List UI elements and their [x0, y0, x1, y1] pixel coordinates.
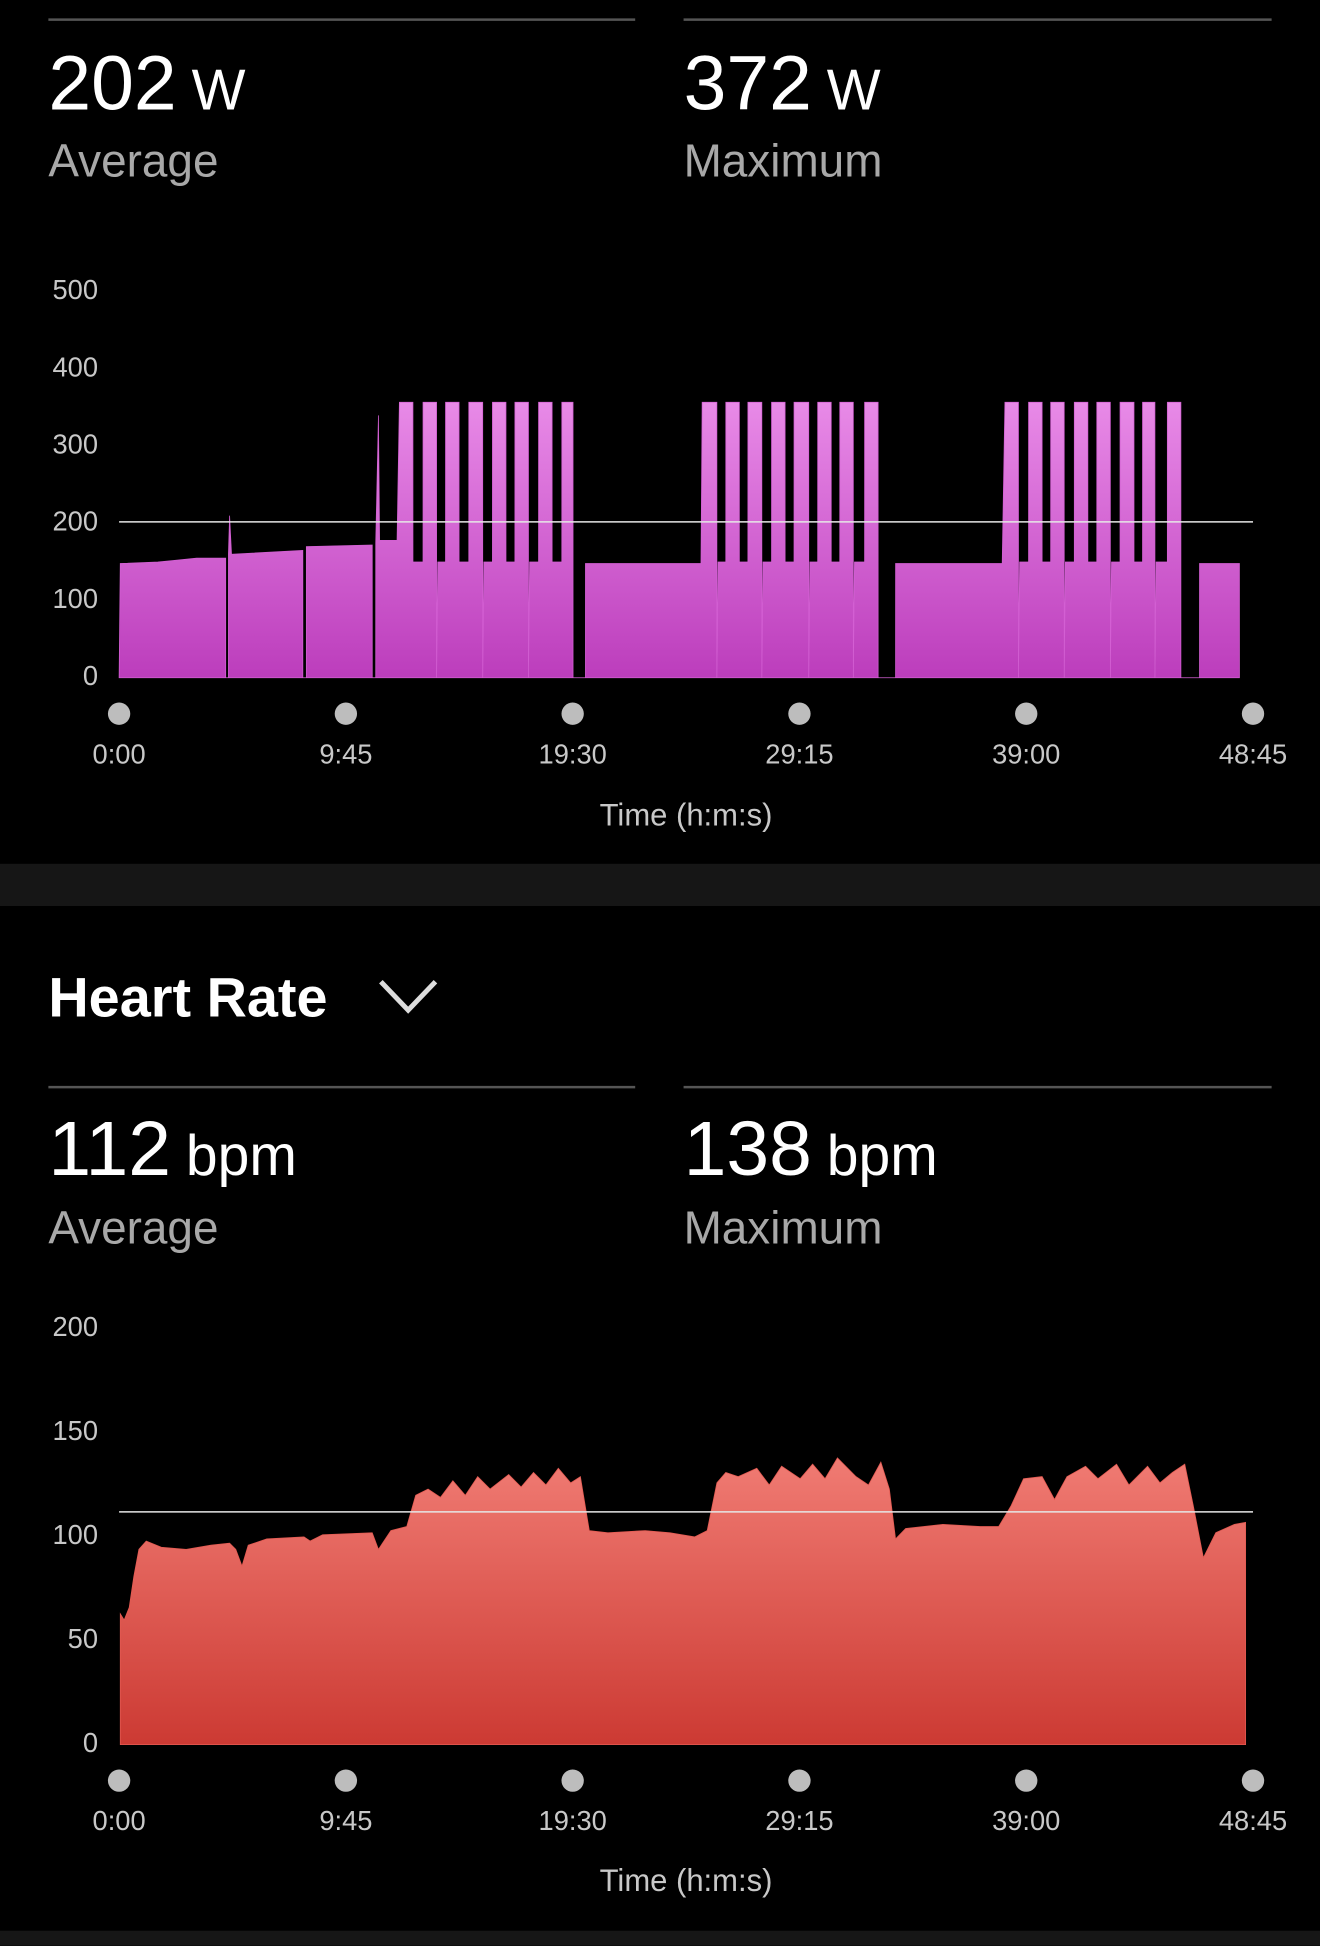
- stat-value: 372 W: [684, 41, 881, 127]
- y-tick-label: 300: [52, 428, 98, 459]
- x-tick-label: 19:30: [539, 738, 607, 769]
- stat-number: 372: [684, 41, 812, 127]
- stat-label: Average: [48, 1201, 218, 1253]
- stat-unit: bpm: [186, 1124, 297, 1188]
- y-tick-label: 100: [52, 1519, 98, 1550]
- x-tick-dot: [788, 1769, 811, 1792]
- stat-number: 138: [684, 1106, 812, 1192]
- stat-value: 202 W: [48, 41, 245, 127]
- x-tick-label: 0:00: [93, 1805, 146, 1836]
- y-tick-label: 150: [52, 1415, 98, 1446]
- x-tick-label: 9:45: [319, 1805, 372, 1836]
- section-separator: [0, 1930, 1320, 1946]
- area: [118, 401, 1240, 679]
- x-tick-label: 48:45: [1219, 1805, 1287, 1836]
- x-tick-dot: [334, 702, 358, 725]
- x-tick-label: 0:00: [93, 738, 146, 769]
- x-axis-title: Time (h:m:s): [600, 1863, 773, 1898]
- stat-unit: bpm: [827, 1124, 938, 1188]
- stat-label: Average: [48, 135, 218, 187]
- x-tick-dot: [334, 1769, 358, 1792]
- y-tick-label: 100: [52, 583, 98, 614]
- x-tick-label: 29:15: [765, 1805, 833, 1836]
- x-tick-dot: [1241, 1769, 1265, 1792]
- stat-number: 112: [48, 1106, 171, 1192]
- x-tick-dot: [107, 702, 131, 725]
- x-tick-label: 9:45: [319, 738, 372, 769]
- x-tick-dot: [561, 702, 584, 725]
- x-tick-label: 19:30: [539, 1805, 607, 1836]
- x-tick-dot: [788, 702, 811, 725]
- stat-value: 138 bpm: [684, 1106, 938, 1192]
- stat-number: 202: [48, 41, 176, 127]
- stat-unit: W: [192, 59, 246, 123]
- x-tick-label: 39:00: [992, 1805, 1060, 1836]
- metric-dropdown[interactable]: Heart Rate: [48, 965, 438, 1028]
- x-tick-label: 48:45: [1219, 738, 1287, 769]
- x-tick-dot: [561, 1769, 584, 1792]
- x-tick-dot: [107, 1769, 131, 1792]
- x-tick-dot: [1241, 702, 1265, 725]
- section-separator: [0, 863, 1320, 907]
- y-tick-label: 0: [83, 660, 98, 691]
- y-tick-label: 400: [52, 351, 98, 382]
- stat-value: 112 bpm: [48, 1106, 296, 1192]
- section-title[interactable]: Heart Rate: [48, 965, 327, 1028]
- stat-label: Maximum: [684, 1201, 883, 1253]
- y-tick-label: 0: [83, 1727, 98, 1758]
- x-tick-dot: [1015, 1769, 1038, 1792]
- x-tick-label: 29:15: [765, 738, 833, 769]
- x-tick-dot: [1015, 702, 1038, 725]
- x-axis-title: Time (h:m:s): [600, 797, 773, 832]
- chevron[interactable]: [379, 979, 438, 1014]
- y-tick-label: 200: [52, 506, 98, 537]
- y-tick-label: 50: [68, 1623, 98, 1654]
- y-tick-label: 200: [52, 1311, 98, 1342]
- x-tick-label: 39:00: [992, 738, 1060, 769]
- stat-unit: W: [827, 59, 881, 123]
- area: [119, 1457, 1247, 1746]
- y-tick-label: 500: [52, 274, 98, 305]
- stat-label: Maximum: [684, 135, 883, 187]
